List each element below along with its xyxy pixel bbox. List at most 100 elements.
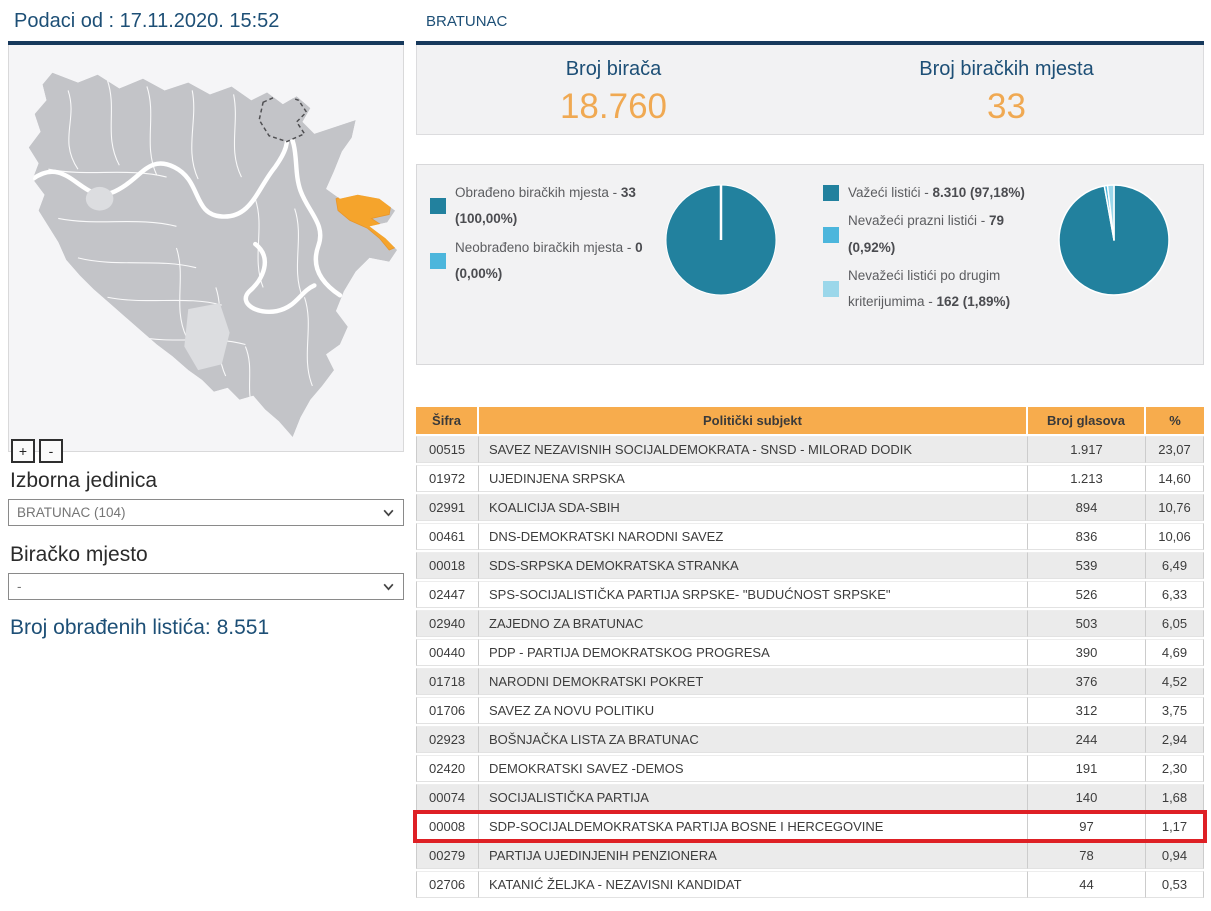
table-row: 02940 ZAJEDNO ZA BRATUNAC 503 6,05 (416, 610, 1204, 637)
votes-cell: 140 (1028, 784, 1146, 811)
party-code-cell: 00074 (416, 784, 479, 811)
table-row: 00515 SAVEZ NEZAVISNIH SOCIJALDEMOKRATA -… (416, 436, 1204, 463)
party-name-cell: SPS-SOCIJALISTIČKA PARTIJA SRPSKE- "BUDU… (479, 581, 1028, 608)
party-name-cell: ZAJEDNO ZA BRATUNAC (479, 610, 1028, 637)
party-code-cell: 01718 (416, 668, 479, 695)
party-name-cell: KATANIĆ ŽELJKA - NEZAVISNI KANDIDAT (479, 871, 1028, 898)
table-row: 00018 SDS-SRPSKA DEMOKRATSKA STRANKA 539 6,… (416, 552, 1204, 579)
table-row: 02706 KATANIĆ ŽELJKA - NEZAVISNI KANDIDAT… (416, 871, 1204, 898)
percent-cell: 2,30 (1146, 755, 1204, 782)
votes-cell: 526 (1028, 581, 1146, 608)
legend-swatch-icon (823, 185, 839, 202)
votes-cell: 44 (1028, 871, 1146, 898)
municipality-title: BRATUNAC (426, 13, 508, 30)
legend-label: Važeći listići - 8.310 (97,18%) (848, 185, 1025, 200)
party-name-cell: DEMOKRATSKI SAVEZ -DEMOS (479, 755, 1028, 782)
electoral-unit-select[interactable]: BRATUNAC (104) (8, 499, 404, 526)
party-code-cell: 02706 (416, 871, 479, 898)
legend-item: Nevažeći listići po drugim kriterijumima… (823, 263, 1038, 316)
percent-cell: 14,60 (1146, 465, 1204, 492)
table-row: 00074 SOCIJALISTIČKA PARTIJA 140 1,68 (416, 784, 1204, 811)
party-name-cell: SDP-SOCIJALDEMOKRATSKA PARTIJA BOSNE I H… (479, 813, 1028, 840)
polling-stations-stat: Broj biračkih mjesta 33 (810, 45, 1203, 134)
map-country-silhouette (28, 72, 398, 438)
votes-cell: 894 (1028, 494, 1146, 521)
percent-cell: 1,68 (1146, 784, 1204, 811)
header-percent: % (1146, 407, 1204, 434)
legend-label: Neobrađeno biračkih mjesta - 0 (0,00%) (455, 239, 643, 281)
votes-cell: 836 (1028, 523, 1146, 550)
party-code-cell: 02447 (416, 581, 479, 608)
party-name-cell: SOCIJALISTIČKA PARTIJA (479, 784, 1028, 811)
table-row: 01718 NARODNI DEMOKRATSKI POKRET 376 4,52 (416, 668, 1204, 695)
percent-cell: 1,17 (1146, 813, 1204, 840)
table-row: 02923 BOŠNJAČKA LISTA ZA BRATUNAC 244 2,94 (416, 726, 1204, 753)
legend-item: Nevažeći prazni listići - 79 (0,92%) (823, 208, 1038, 261)
pie-chart-ballots (1058, 184, 1170, 296)
percent-cell: 0,94 (1146, 842, 1204, 869)
votes-cell: 312 (1028, 697, 1146, 724)
voters-value: 18.760 (559, 87, 668, 126)
party-code-cell: 01706 (416, 697, 479, 724)
percent-cell: 4,69 (1146, 639, 1204, 666)
table-row: 01972 UJEDINJENA SRPSKA 1.213 14,60 (416, 465, 1204, 492)
polling-stations-value: 33 (987, 87, 1026, 126)
party-code-cell: 00018 (416, 552, 479, 579)
header-code: Šifra (416, 407, 479, 434)
map-bosnia[interactable] (9, 45, 403, 451)
table-row: 01706 SAVEZ ZA NOVU POLITIKU 312 3,75 (416, 697, 1204, 724)
table-row: 02447 SPS-SOCIJALISTIČKA PARTIJA SRPSKE- … (416, 581, 1204, 608)
polling-station-label: Biračko mjesto (10, 543, 148, 566)
percent-cell: 3,75 (1146, 697, 1204, 724)
summary-stats-panel: Broj birača 18.760 Broj biračkih mjesta … (416, 45, 1204, 135)
right-column: BRATUNAC Broj birača 18.760 Broj birački… (413, 4, 1207, 900)
percent-cell: 4,52 (1146, 668, 1204, 695)
processed-ballots-count: Broj obrađenih listića: 8.551 (10, 616, 270, 639)
table-row: 00461 DNS-DEMOKRATSKI NARODNI SAVEZ 836 10,… (416, 523, 1204, 550)
legend-swatch-icon (430, 198, 446, 215)
ballots-chart: Važeći listići - 8.310 (97,18%) Nevažeći … (810, 165, 1203, 364)
header-votes: Broj glasova (1028, 407, 1146, 434)
votes-cell: 191 (1028, 755, 1146, 782)
map-zoom-out-button[interactable]: - (39, 439, 63, 463)
left-column: Podaci od : 17.11.2020. 15:52 (8, 4, 404, 900)
percent-cell: 23,07 (1146, 436, 1204, 463)
right-header-rule (416, 41, 1204, 45)
legend-swatch-icon (430, 252, 446, 269)
party-code-cell: 00461 (416, 523, 479, 550)
votes-cell: 78 (1028, 842, 1146, 869)
voters-stat: Broj birača 18.760 (417, 45, 810, 134)
percent-cell: 0,53 (1146, 871, 1204, 898)
data-timestamp-header: Podaci od : 17.11.2020. 15:52 (14, 10, 280, 32)
processed-stations-chart: Obrađeno biračkih mjesta - 33 (100,00%) N… (417, 165, 810, 364)
map-zoom-controls: + - (11, 439, 63, 463)
legend-item: Neobrađeno biračkih mjesta - 0 (0,00%) (430, 235, 645, 288)
party-code-cell: 02991 (416, 494, 479, 521)
municipality-map-panel[interactable]: + - (8, 45, 404, 463)
votes-cell: 503 (1028, 610, 1146, 637)
party-code-cell: 00515 (416, 436, 479, 463)
results-table: Šifra Politički subjekt Broj glasova % 0… (413, 405, 1207, 900)
legend-label: Nevažeći prazni listići - 79 (0,92%) (848, 213, 1005, 255)
pie-charts-panel: Obrađeno biračkih mjesta - 33 (100,00%) N… (416, 164, 1204, 365)
party-code-cell: 02923 (416, 726, 479, 753)
legend-label: Obrađeno biračkih mjesta - 33 (100,00%) (455, 185, 636, 227)
map-light-municipality-large (184, 303, 230, 371)
party-code-cell: 00440 (416, 639, 479, 666)
party-code-cell: 00279 (416, 842, 479, 869)
votes-cell: 1.917 (1028, 436, 1146, 463)
pie-legend-ballots: Važeći listići - 8.310 (97,18%) Nevažeći … (810, 180, 1038, 318)
polling-station-select[interactable]: - (8, 573, 404, 600)
results-table-header-row: Šifra Politički subjekt Broj glasova % (416, 407, 1204, 434)
percent-cell: 10,76 (1146, 494, 1204, 521)
percent-cell: 6,49 (1146, 552, 1204, 579)
votes-cell: 97 (1028, 813, 1146, 840)
percent-cell: 6,33 (1146, 581, 1204, 608)
polling-stations-label: Broj biračkih mjesta (919, 58, 1094, 80)
percent-cell: 10,06 (1146, 523, 1204, 550)
votes-cell: 390 (1028, 639, 1146, 666)
voters-label: Broj birača (565, 58, 662, 80)
party-name-cell: PDP - PARTIJA DEMOKRATSKOG PROGRESA (479, 639, 1028, 666)
map-zoom-in-button[interactable]: + (11, 439, 35, 463)
